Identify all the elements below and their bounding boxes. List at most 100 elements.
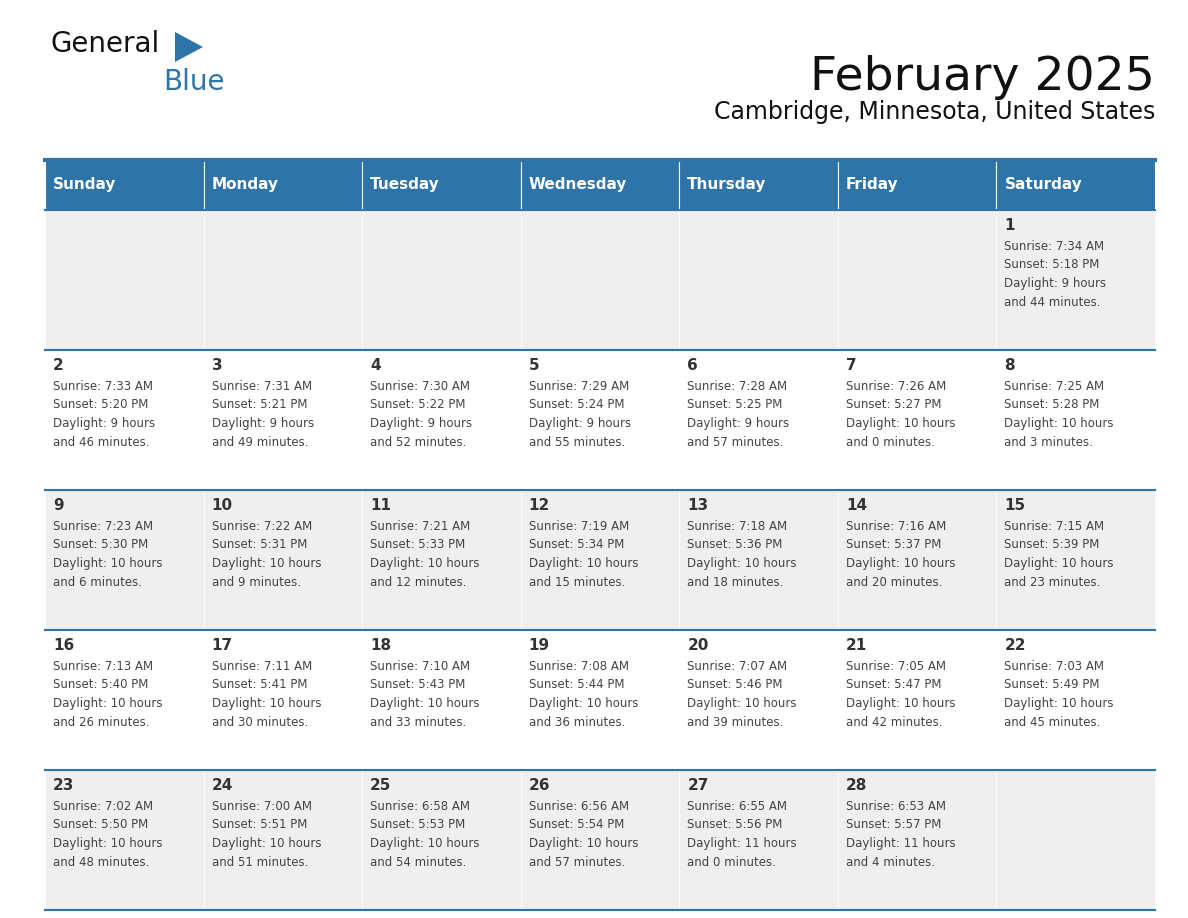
Text: and 57 minutes.: and 57 minutes. (529, 856, 625, 868)
Text: Daylight: 9 hours: Daylight: 9 hours (371, 417, 473, 430)
Text: and 12 minutes.: and 12 minutes. (371, 576, 467, 588)
Text: Sunset: 5:25 PM: Sunset: 5:25 PM (688, 398, 783, 411)
Text: Sunset: 5:28 PM: Sunset: 5:28 PM (1004, 398, 1100, 411)
Bar (203, 160, 362, 210)
Text: 28: 28 (846, 778, 867, 793)
Text: Daylight: 10 hours: Daylight: 10 hours (211, 557, 321, 570)
Text: Sunset: 5:51 PM: Sunset: 5:51 PM (211, 819, 307, 832)
Text: and 52 minutes.: and 52 minutes. (371, 435, 467, 449)
Text: Daylight: 9 hours: Daylight: 9 hours (53, 417, 156, 430)
Text: Sunrise: 7:26 AM: Sunrise: 7:26 AM (846, 380, 946, 393)
Text: Monday: Monday (211, 177, 278, 193)
Text: Sunrise: 7:21 AM: Sunrise: 7:21 AM (371, 520, 470, 533)
Bar (838, 490, 997, 630)
Text: Daylight: 10 hours: Daylight: 10 hours (211, 697, 321, 710)
Text: Sunrise: 7:15 AM: Sunrise: 7:15 AM (1004, 520, 1105, 533)
Text: 12: 12 (529, 498, 550, 513)
Bar (203, 210, 362, 350)
Text: and 0 minutes.: and 0 minutes. (688, 856, 776, 868)
Text: and 3 minutes.: and 3 minutes. (1004, 435, 1093, 449)
Text: 27: 27 (688, 778, 709, 793)
Bar (520, 160, 680, 210)
Text: Sunset: 5:39 PM: Sunset: 5:39 PM (1004, 539, 1100, 552)
Text: and 57 minutes.: and 57 minutes. (688, 435, 784, 449)
Bar (45, 490, 203, 630)
Text: Daylight: 10 hours: Daylight: 10 hours (53, 697, 163, 710)
Bar (520, 210, 680, 350)
Text: 8: 8 (1004, 358, 1015, 373)
Text: and 9 minutes.: and 9 minutes. (211, 576, 301, 588)
Text: 22: 22 (1004, 638, 1026, 653)
Text: Tuesday: Tuesday (371, 177, 440, 193)
Bar (45, 630, 203, 770)
Text: 15: 15 (1004, 498, 1025, 513)
Text: and 42 minutes.: and 42 minutes. (846, 715, 942, 729)
Text: Sunset: 5:21 PM: Sunset: 5:21 PM (211, 398, 307, 411)
Text: Sunrise: 7:22 AM: Sunrise: 7:22 AM (211, 520, 311, 533)
Text: 9: 9 (53, 498, 64, 513)
Bar (997, 210, 1155, 350)
Bar (997, 630, 1155, 770)
Text: Wednesday: Wednesday (529, 177, 627, 193)
Text: Daylight: 10 hours: Daylight: 10 hours (211, 837, 321, 850)
Text: and 46 minutes.: and 46 minutes. (53, 435, 150, 449)
Text: Sunset: 5:20 PM: Sunset: 5:20 PM (53, 398, 148, 411)
Text: Daylight: 10 hours: Daylight: 10 hours (1004, 417, 1114, 430)
Text: Sunset: 5:41 PM: Sunset: 5:41 PM (211, 678, 307, 691)
Text: Sunset: 5:56 PM: Sunset: 5:56 PM (688, 819, 783, 832)
Text: Daylight: 10 hours: Daylight: 10 hours (529, 837, 638, 850)
Bar (997, 490, 1155, 630)
Bar (997, 160, 1155, 210)
Bar (997, 350, 1155, 490)
Text: 7: 7 (846, 358, 857, 373)
Text: and 26 minutes.: and 26 minutes. (53, 715, 150, 729)
Text: and 44 minutes.: and 44 minutes. (1004, 296, 1101, 308)
Text: Daylight: 10 hours: Daylight: 10 hours (1004, 557, 1114, 570)
Text: Sunset: 5:33 PM: Sunset: 5:33 PM (371, 539, 466, 552)
Text: Cambridge, Minnesota, United States: Cambridge, Minnesota, United States (714, 100, 1155, 124)
Text: and 49 minutes.: and 49 minutes. (211, 435, 308, 449)
Bar (838, 160, 997, 210)
Text: February 2025: February 2025 (810, 55, 1155, 100)
Text: and 18 minutes.: and 18 minutes. (688, 576, 784, 588)
Text: 10: 10 (211, 498, 233, 513)
Bar (362, 630, 520, 770)
Text: 24: 24 (211, 778, 233, 793)
Bar (520, 630, 680, 770)
Text: 26: 26 (529, 778, 550, 793)
Bar (520, 490, 680, 630)
Text: and 15 minutes.: and 15 minutes. (529, 576, 625, 588)
Bar (997, 770, 1155, 910)
Text: Sunset: 5:49 PM: Sunset: 5:49 PM (1004, 678, 1100, 691)
Polygon shape (175, 32, 203, 62)
Text: 20: 20 (688, 638, 709, 653)
Text: and 30 minutes.: and 30 minutes. (211, 715, 308, 729)
Text: Daylight: 11 hours: Daylight: 11 hours (846, 837, 955, 850)
Text: Friday: Friday (846, 177, 898, 193)
Text: and 20 minutes.: and 20 minutes. (846, 576, 942, 588)
Text: and 4 minutes.: and 4 minutes. (846, 856, 935, 868)
Text: 16: 16 (53, 638, 74, 653)
Text: Daylight: 10 hours: Daylight: 10 hours (688, 697, 797, 710)
Text: and 23 minutes.: and 23 minutes. (1004, 576, 1101, 588)
Text: Daylight: 9 hours: Daylight: 9 hours (688, 417, 789, 430)
Text: and 55 minutes.: and 55 minutes. (529, 435, 625, 449)
Text: Sunrise: 7:00 AM: Sunrise: 7:00 AM (211, 800, 311, 813)
Text: Daylight: 10 hours: Daylight: 10 hours (371, 837, 480, 850)
Text: and 0 minutes.: and 0 minutes. (846, 435, 935, 449)
Text: Sunset: 5:36 PM: Sunset: 5:36 PM (688, 539, 783, 552)
Bar (362, 160, 520, 210)
Bar (362, 770, 520, 910)
Text: 14: 14 (846, 498, 867, 513)
Text: Sunset: 5:34 PM: Sunset: 5:34 PM (529, 539, 624, 552)
Text: Daylight: 10 hours: Daylight: 10 hours (846, 557, 955, 570)
Bar (45, 210, 203, 350)
Text: Daylight: 10 hours: Daylight: 10 hours (53, 557, 163, 570)
Bar (520, 350, 680, 490)
Text: Sunrise: 7:18 AM: Sunrise: 7:18 AM (688, 520, 788, 533)
Text: and 33 minutes.: and 33 minutes. (371, 715, 467, 729)
Text: Sunset: 5:47 PM: Sunset: 5:47 PM (846, 678, 941, 691)
Text: Sunrise: 7:30 AM: Sunrise: 7:30 AM (371, 380, 470, 393)
Text: Sunset: 5:53 PM: Sunset: 5:53 PM (371, 819, 466, 832)
Text: Daylight: 10 hours: Daylight: 10 hours (688, 557, 797, 570)
